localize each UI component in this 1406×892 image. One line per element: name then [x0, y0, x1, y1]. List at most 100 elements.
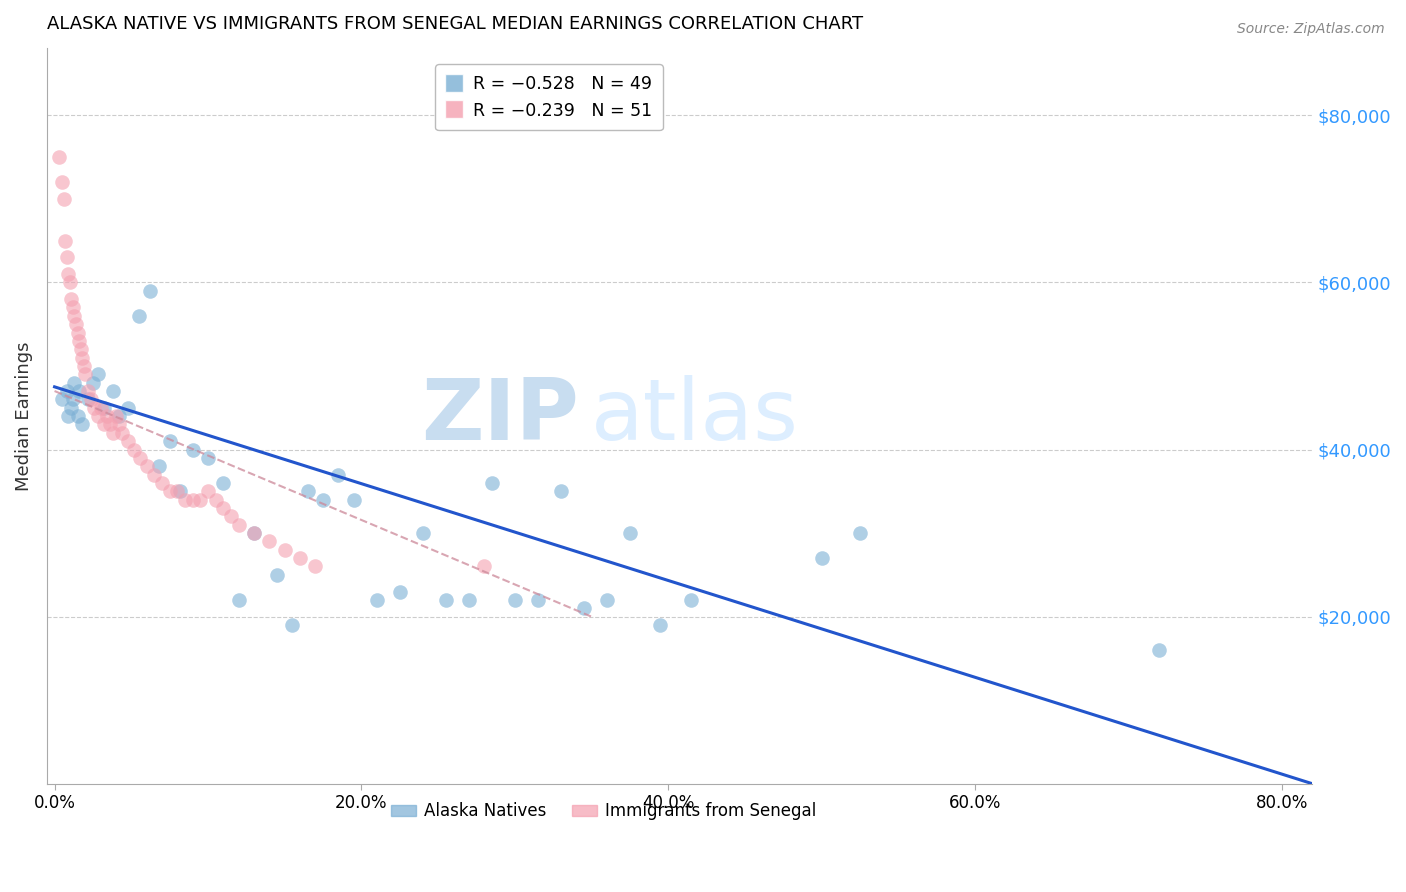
Point [56, 250, 79, 264]
Point [83, 401, 105, 415]
Point [60, 292, 83, 306]
Point [52, 192, 75, 206]
Point [48, 150, 70, 164]
Point [65, 317, 87, 331]
Point [128, 309, 150, 323]
Point [304, 559, 326, 574]
Point [681, 593, 703, 607]
Point [288, 551, 311, 566]
Point [328, 467, 350, 482]
Point [259, 534, 281, 549]
Point [101, 384, 124, 398]
Point [204, 492, 226, 507]
Text: Source: ZipAtlas.com: Source: ZipAtlas.com [1237, 22, 1385, 37]
Point [169, 484, 191, 499]
Point [166, 484, 188, 499]
Point [650, 618, 672, 632]
Point [219, 509, 242, 524]
Point [86, 409, 108, 423]
Point [63, 376, 86, 390]
Point [67, 384, 90, 398]
Point [159, 484, 181, 499]
Point [73, 359, 96, 373]
Point [124, 442, 146, 457]
Point [62, 301, 84, 315]
Point [59, 276, 82, 290]
Point [281, 618, 304, 632]
Point [98, 417, 121, 432]
Point [181, 442, 204, 457]
Point [82, 376, 104, 390]
Point [526, 593, 548, 607]
Point [75, 368, 97, 382]
Point [228, 593, 250, 607]
Point [457, 593, 479, 607]
Point [135, 459, 157, 474]
Point [86, 368, 108, 382]
Point [70, 417, 93, 432]
Point [243, 526, 266, 541]
Y-axis label: Median Earnings: Median Earnings [15, 342, 32, 491]
Point [212, 501, 235, 516]
Point [312, 492, 335, 507]
Point [51, 175, 73, 189]
Point [228, 517, 250, 532]
Point [108, 417, 131, 432]
Point [810, 551, 832, 566]
Text: atlas: atlas [591, 375, 799, 458]
Point [117, 434, 139, 449]
Point [96, 409, 118, 423]
Point [297, 484, 319, 499]
Point [66, 409, 89, 423]
Point [80, 392, 103, 407]
Point [273, 542, 295, 557]
Point [108, 409, 131, 423]
Point [619, 526, 641, 541]
Point [70, 351, 93, 365]
Point [51, 392, 73, 407]
Point [197, 450, 219, 465]
Point [197, 484, 219, 499]
Point [343, 492, 366, 507]
Point [56, 384, 79, 398]
Point [849, 526, 872, 541]
Point [596, 593, 619, 607]
Point [129, 450, 152, 465]
Point [243, 526, 266, 541]
Point [412, 526, 434, 541]
Point [93, 401, 115, 415]
Point [366, 593, 388, 607]
Point [472, 559, 495, 574]
Point [111, 425, 134, 440]
Point [159, 434, 181, 449]
Point [117, 401, 139, 415]
Point [503, 593, 526, 607]
Point [181, 492, 204, 507]
Point [138, 284, 160, 298]
Text: ZIP: ZIP [420, 375, 578, 458]
Text: ALASKA NATIVE VS IMMIGRANTS FROM SENEGAL MEDIAN EARNINGS CORRELATION CHART: ALASKA NATIVE VS IMMIGRANTS FROM SENEGAL… [46, 15, 863, 33]
Point [174, 492, 197, 507]
Point [77, 392, 100, 407]
Point [90, 401, 112, 415]
Point [53, 234, 76, 248]
Point [67, 334, 90, 348]
Point [266, 567, 288, 582]
Point [434, 593, 457, 607]
Point [572, 601, 595, 615]
Point [212, 475, 235, 490]
Point [58, 267, 80, 281]
Point [150, 475, 173, 490]
Point [93, 417, 115, 432]
Point [388, 584, 411, 599]
Point [550, 484, 572, 499]
Point [63, 309, 86, 323]
Point [62, 392, 84, 407]
Point [101, 425, 124, 440]
Point [69, 343, 91, 357]
Point [481, 475, 503, 490]
Point [1147, 643, 1170, 657]
Point [77, 384, 100, 398]
Point [148, 459, 170, 474]
Legend: Alaska Natives, Immigrants from Senegal: Alaska Natives, Immigrants from Senegal [384, 796, 823, 827]
